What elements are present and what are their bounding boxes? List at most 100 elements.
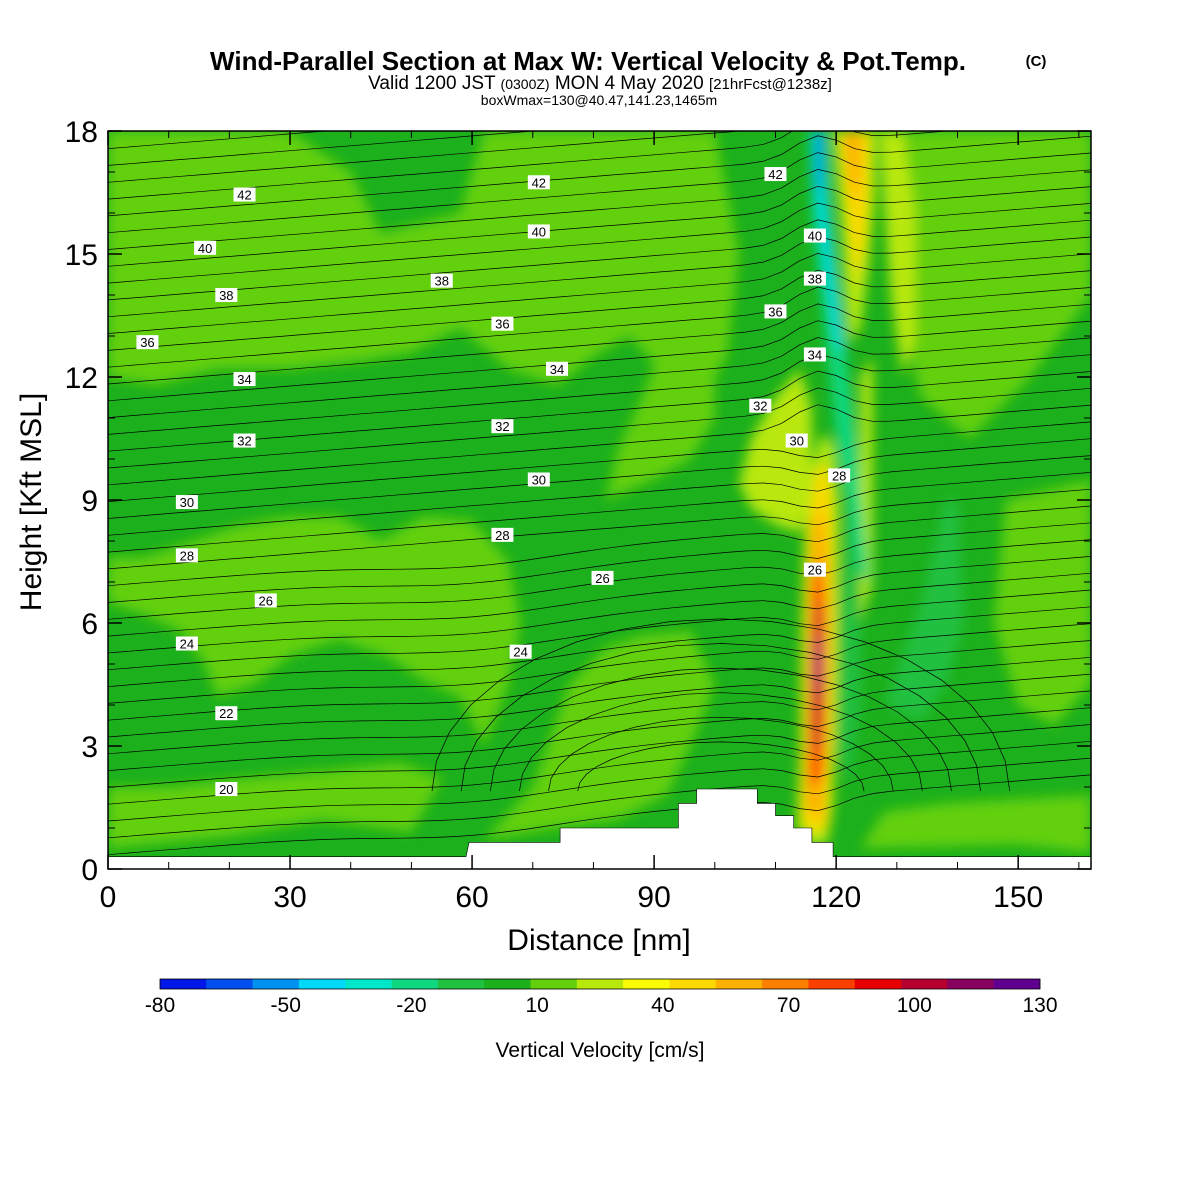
isentrope-line — [108, 131, 538, 166]
contour-label-text: 38 — [808, 272, 822, 287]
isentrope-line — [548, 716, 894, 792]
isentrope-line — [108, 185, 1091, 267]
contour-label-text: 40 — [532, 224, 546, 239]
contour-label: 34 — [233, 372, 256, 387]
isentrope-line — [108, 370, 1091, 452]
isentrope-line — [108, 404, 1091, 486]
colorbar-swatch — [669, 979, 717, 989]
isentrope-line — [108, 219, 1091, 301]
contour-label-text: 42 — [768, 167, 782, 182]
isentrope-line — [108, 690, 1091, 771]
colorbar-swatch — [576, 979, 624, 989]
colorbar-tick-label: -80 — [145, 994, 175, 1017]
isentrope-line — [108, 135, 1091, 217]
potential-temperature-contours — [108, 131, 1091, 856]
downdraft-band-peak — [816, 131, 822, 201]
colorbar-tick-label: 100 — [897, 994, 932, 1017]
colorbar-swatch — [808, 979, 856, 989]
colorbar-tick-label: 70 — [777, 994, 800, 1017]
isentrope-line — [108, 303, 1091, 385]
x-tick-label: 120 — [811, 881, 861, 914]
x-tick-label: 90 — [637, 881, 670, 914]
isentrope-line — [108, 169, 1091, 250]
box-wmax-info: boxWmax=130@40.47,141.23,1465m — [481, 92, 717, 108]
isentrope-line — [108, 421, 1091, 502]
contour-label: 34 — [546, 361, 569, 377]
isentrope-line — [108, 269, 1091, 351]
contour-label: 38 — [215, 288, 238, 303]
y-tick-label: 15 — [65, 239, 98, 272]
weak-updraft-bottom-right — [860, 795, 1091, 853]
contour-label: 30 — [527, 472, 550, 488]
isentrope-line — [108, 556, 1091, 637]
contour-label-text: 38 — [219, 288, 233, 303]
contour-label: 30 — [785, 433, 808, 449]
weak-updraft-center-upper — [605, 295, 715, 500]
contour-label-text: 38 — [435, 274, 449, 289]
colorbar-swatch — [715, 979, 763, 989]
contour-label: 32 — [749, 398, 772, 414]
colorbar-swatch — [391, 979, 439, 989]
contour-label-text: 32 — [237, 434, 251, 449]
isentrope-line — [519, 692, 923, 792]
colorbar-swatch — [298, 979, 346, 989]
y-tick-label: 12 — [65, 362, 98, 395]
weak-updraft-far-right — [993, 479, 1091, 726]
contour-label-text: 24 — [180, 637, 194, 652]
moderate-updraft-upper-right — [878, 131, 915, 377]
valid-prefix: Valid 1200 JST — [368, 73, 496, 94]
weak-updraft-left-mid — [108, 516, 521, 746]
moderate-updraft-right-column — [860, 356, 873, 623]
isentrope-line — [108, 505, 1091, 587]
colorbar-swatch — [762, 979, 809, 989]
contour-label: 40 — [194, 240, 217, 256]
x-tick-label: 0 — [100, 881, 117, 914]
chart-title: Wind-Parallel Section at Max W: Vertical… — [210, 46, 966, 76]
contour-label: 40 — [527, 224, 550, 239]
contour-label-text: 26 — [595, 571, 609, 586]
colorbar-swatch — [854, 979, 902, 989]
isentrope-line — [108, 387, 1091, 469]
isentrope-line — [108, 438, 1091, 519]
contour-label: 26 — [591, 570, 614, 586]
weak-updraft-center-low — [484, 631, 715, 841]
y-tick-label: 3 — [81, 731, 98, 764]
contour-label-text: 40 — [198, 241, 212, 256]
valid-fcst: [21hrFcst@1238z] — [709, 76, 832, 93]
isentrope-line — [108, 572, 1091, 654]
contour-label: 38 — [803, 271, 826, 287]
y-tick-label: 9 — [81, 485, 98, 518]
upper-updraft-plume — [839, 131, 870, 287]
contour-label-text: 32 — [753, 399, 767, 414]
contour-label: 42 — [764, 167, 787, 182]
isentrope-line — [108, 152, 1091, 234]
contour-label: 42 — [233, 187, 256, 203]
isentrope-line — [108, 472, 1091, 553]
contour-label-text: 22 — [219, 706, 233, 721]
colorbar-swatch — [345, 979, 392, 989]
colorbar-swatch — [530, 979, 578, 989]
contour-label: 22 — [215, 706, 238, 721]
isentrope-line — [108, 488, 1091, 570]
contour-label-text: 36 — [140, 335, 154, 350]
contour-label-text: 36 — [495, 317, 509, 332]
contour-label-text: 34 — [237, 372, 251, 387]
contour-label: 40 — [803, 228, 826, 244]
isentrope-line — [108, 320, 1091, 402]
copyright-mark: (C) — [1026, 53, 1047, 70]
colorbar-swatch — [993, 979, 1041, 989]
colorbar-swatch — [901, 979, 948, 989]
colorbar-tick-label: 40 — [651, 994, 674, 1017]
colorbar: -80 -50 -20 10 40 70 100 130 — [145, 978, 1058, 1017]
isentrope-line — [108, 202, 1091, 284]
colorbar-title: Vertical Velocity [cm/s] — [496, 1039, 705, 1062]
vertical-velocity-field — [108, 131, 1091, 869]
y-tick-label: 0 — [81, 854, 98, 887]
upper-updraft-plume-core — [843, 131, 861, 205]
colorbar-tick-label: 10 — [525, 994, 548, 1017]
weak-updraft-lower-left — [108, 762, 442, 849]
x-axis-label: Distance [nm] — [507, 924, 690, 957]
colorbar-tick-label: 130 — [1022, 994, 1057, 1017]
